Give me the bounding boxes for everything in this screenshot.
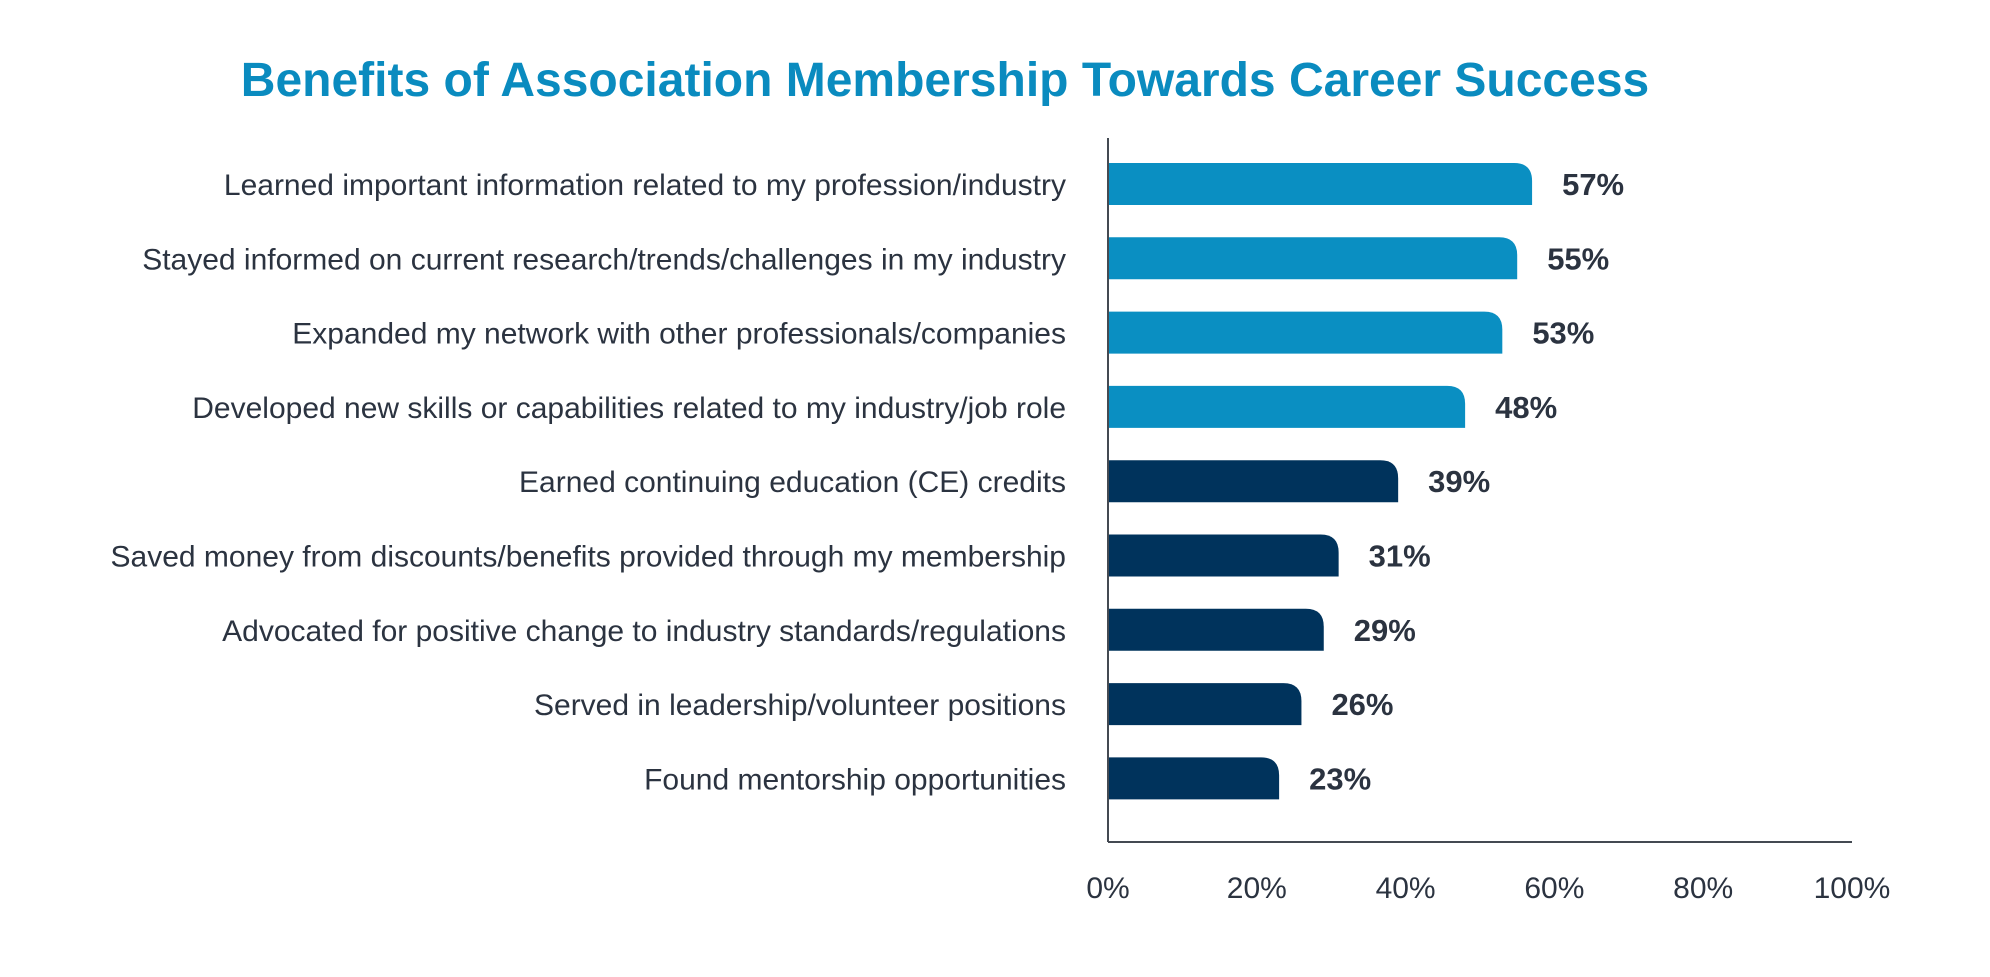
category-label: Learned important information related to…: [224, 169, 1066, 202]
data-label: 55%: [1547, 241, 1609, 276]
bar-group: Saved money from discounts/benefits prov…: [111, 534, 1431, 577]
data-label: 29%: [1354, 613, 1416, 648]
category-label: Earned continuing education (CE) credits: [519, 466, 1066, 499]
category-label: Found mentorship opportunities: [644, 763, 1066, 796]
data-label: 26%: [1331, 687, 1393, 722]
category-label: Saved money from discounts/benefits prov…: [111, 541, 1066, 574]
bar: [1108, 534, 1339, 577]
bar-group: Developed new skills or capabilities rel…: [192, 385, 1557, 428]
bars-layer: Learned important information related to…: [111, 163, 1624, 800]
bar: [1108, 385, 1466, 428]
x-tick-label: 0%: [1086, 872, 1129, 905]
bar-group: Expanded my network with other professio…: [292, 311, 1594, 354]
category-label: Expanded my network with other professio…: [292, 318, 1066, 351]
x-tick-label: 60%: [1524, 872, 1584, 905]
x-tick-label: 100%: [1814, 872, 1891, 905]
bar-group: Earned continuing education (CE) credits…: [519, 460, 1490, 503]
bar: [1108, 311, 1503, 354]
bar-group: Learned important information related to…: [224, 163, 1624, 205]
data-label: 57%: [1562, 167, 1624, 202]
chart-title: Benefits of Association Membership Towar…: [241, 54, 1649, 107]
category-label: Served in leadership/volunteer positions: [534, 689, 1066, 722]
data-label: 39%: [1428, 464, 1490, 499]
x-tick-label: 80%: [1673, 872, 1733, 905]
bar-group: Stayed informed on current research/tren…: [142, 237, 1609, 280]
data-label: 53%: [1532, 316, 1594, 351]
category-label: Stayed informed on current research/tren…: [142, 243, 1066, 276]
bar: [1108, 608, 1324, 651]
bar: [1108, 460, 1399, 503]
bar: [1108, 163, 1533, 205]
data-label: 48%: [1495, 390, 1557, 425]
x-tick-label: 20%: [1227, 872, 1287, 905]
bar: [1108, 237, 1518, 280]
category-label: Advocated for positive change to industr…: [222, 615, 1066, 648]
bar-group: Found mentorship opportunities 23%: [644, 757, 1371, 800]
x-tick-label: 40%: [1376, 872, 1436, 905]
category-label: Developed new skills or capabilities rel…: [192, 392, 1066, 425]
axis-layer: 0% 20% 40% 60% 80% 100%: [1086, 138, 1890, 905]
bar: [1108, 683, 1302, 726]
data-label: 31%: [1369, 539, 1431, 574]
bar-group: Served in leadership/volunteer positions…: [534, 683, 1393, 726]
bar: [1108, 757, 1280, 800]
data-label: 23%: [1309, 761, 1371, 796]
bar-group: Advocated for positive change to industr…: [222, 608, 1416, 651]
